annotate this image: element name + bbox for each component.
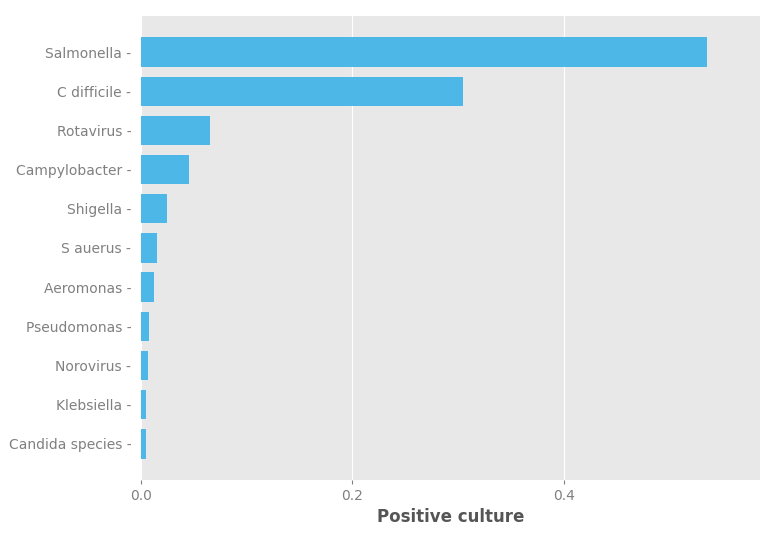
Bar [141,155,189,184]
Bar [141,312,150,341]
Bar [141,390,146,419]
Bar [141,233,157,263]
Bar [141,351,148,380]
Bar [141,429,146,458]
Bar [141,272,153,302]
X-axis label: Positive culture: Positive culture [377,508,524,526]
Bar [141,38,706,67]
Bar [141,194,168,223]
Bar [141,116,210,145]
Bar [141,77,464,106]
